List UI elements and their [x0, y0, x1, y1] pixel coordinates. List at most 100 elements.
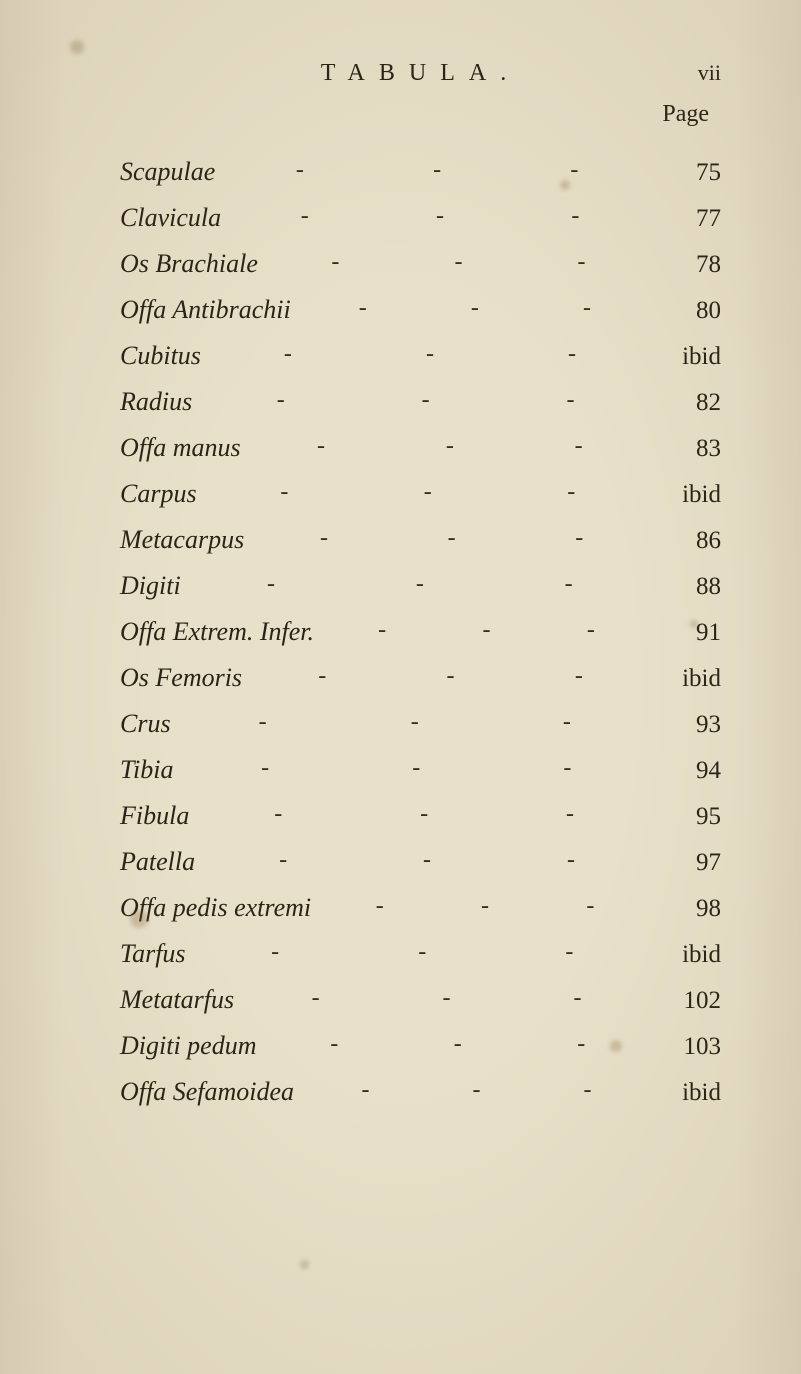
leader-dash-icon: - — [454, 250, 462, 274]
leader-dash-icon: - — [563, 710, 571, 734]
leader-dash-icon: - — [362, 1078, 370, 1102]
leader-dash-icon: - — [279, 848, 287, 872]
toc-entry-label: Offa Extrem. Infer. — [120, 619, 326, 645]
toc-entry-label: Cubitus — [120, 343, 213, 369]
leader-dash-icon: - — [577, 1032, 585, 1056]
toc-row: Tibia---94 — [120, 744, 721, 790]
leader-dash-icon: - — [481, 894, 489, 918]
leader-dash-icon: - — [422, 388, 430, 412]
toc-entry-label: Metacarpus — [120, 527, 256, 553]
leader-dash-icon: - — [296, 158, 304, 182]
leader-dash-icon: - — [424, 480, 432, 504]
toc-row: Metacarpus---86 — [120, 514, 721, 560]
toc-leader: --- — [198, 936, 639, 962]
toc-row: Clavicula---77 — [120, 192, 721, 238]
leader-dash-icon: - — [378, 618, 386, 642]
toc-row: Offa Extrem. Infer. - - - 91 — [120, 606, 721, 652]
toc-leader: --- — [254, 660, 639, 686]
leader-dash-icon: - — [471, 296, 479, 320]
toc-entry-page: ibid — [639, 1080, 721, 1105]
toc-entry-page: 91 — [639, 620, 721, 645]
toc-leader: --- — [213, 338, 639, 364]
toc-row: Offa manus---83 — [120, 422, 721, 468]
toc-entry-page: 82 — [639, 390, 721, 415]
toc-entry-label: Tarfus — [120, 941, 198, 967]
toc-entry-label: Offa pedis extremi — [120, 895, 323, 921]
toc-entry-page: 77 — [639, 206, 721, 231]
leader-dash-icon: - — [312, 986, 320, 1010]
leader-dash-icon: - — [575, 664, 583, 688]
leader-dash-icon: - — [423, 848, 431, 872]
toc-row: Scapulae---75 — [120, 146, 721, 192]
toc-leader: --- — [227, 154, 639, 180]
toc-row: Patella---97 — [120, 836, 721, 882]
leader-dash-icon: - — [416, 572, 424, 596]
leader-dash-icon: - — [448, 526, 456, 550]
toc-leader: --- — [209, 476, 639, 502]
toc-row: Offa pedis extremi---98 — [120, 882, 721, 928]
leader-dash-icon: - — [280, 480, 288, 504]
toc-leader: --- — [253, 430, 639, 456]
leader-dash-icon: - — [412, 756, 420, 780]
paper-foxing-spot — [300, 1260, 309, 1269]
leader-dash-icon: - — [447, 664, 455, 688]
toc-leader: --- — [193, 568, 639, 594]
leader-dash-icon: - — [331, 250, 339, 274]
header-line: TABULA. vii — [120, 60, 721, 87]
toc-leader: --- — [270, 246, 639, 272]
toc-row: Radius---82 — [120, 376, 721, 422]
leader-dash-icon: - — [426, 342, 434, 366]
toc-entry-label: Metatarfus — [120, 987, 246, 1013]
leader-dash-icon: - — [587, 618, 595, 642]
toc-entry-label: Offa Antibrachii — [120, 297, 303, 323]
toc-entry-page: 102 — [639, 988, 721, 1013]
leader-dash-icon: - — [575, 434, 583, 458]
toc-entry-label: Tibia — [120, 757, 185, 783]
toc-row: Carpus---ibid — [120, 468, 721, 514]
leader-dash-icon: - — [330, 1032, 338, 1056]
leader-dash-icon: - — [433, 158, 441, 182]
toc-entry-label: Os Brachiale — [120, 251, 270, 277]
toc-row: Crus---93 — [120, 698, 721, 744]
leader-dash-icon: - — [259, 710, 267, 734]
leader-dash-icon: - — [267, 572, 275, 596]
leader-dash-icon: - — [483, 618, 491, 642]
leader-dash-icon: - — [359, 296, 367, 320]
toc-entry-page: 95 — [639, 804, 721, 829]
leader-dash-icon: - — [566, 802, 574, 826]
leader-dash-icon: - — [567, 388, 575, 412]
toc-row: Os Femoris---ibid — [120, 652, 721, 698]
leader-dash-icon: - — [454, 1032, 462, 1056]
toc-leader: --- — [207, 844, 639, 870]
toc-leader: --- — [256, 522, 639, 548]
page: TABULA. vii Page Scapulae---75Clavicula-… — [0, 0, 801, 1374]
toc-leader: --- — [246, 982, 639, 1008]
toc-leader: --- — [303, 292, 639, 318]
toc-row: Metatarfus - - - 102 — [120, 974, 721, 1020]
leader-dash-icon: - — [574, 986, 582, 1010]
leader-dash-icon: - — [443, 986, 451, 1010]
toc-entry-page: ibid — [639, 942, 721, 967]
leader-dash-icon: - — [261, 756, 269, 780]
toc-row: Cubitus---ibid — [120, 330, 721, 376]
toc-entry-label: Patella — [120, 849, 207, 875]
leader-dash-icon: - — [320, 526, 328, 550]
toc-leader: --- — [323, 890, 639, 916]
leader-dash-icon: - — [577, 250, 585, 274]
toc-entry-page: ibid — [639, 666, 721, 691]
toc-entry-page: 94 — [639, 758, 721, 783]
leader-dash-icon: - — [567, 480, 575, 504]
toc-entry-label: Fibula — [120, 803, 201, 829]
toc-entry-page: 86 — [639, 528, 721, 553]
leader-dash-icon: - — [284, 342, 292, 366]
toc-entry-page: 93 — [639, 712, 721, 737]
toc-leader: --- — [306, 1074, 639, 1100]
toc-entry-page: 97 — [639, 850, 721, 875]
toc-entry-label: Offa manus — [120, 435, 253, 461]
leader-dash-icon: - — [271, 940, 279, 964]
toc-row: Tarfus---ibid — [120, 928, 721, 974]
leader-dash-icon: - — [570, 158, 578, 182]
toc-leader: --- — [269, 1028, 640, 1054]
toc-leader: --- — [185, 752, 639, 778]
toc-entry-label: Clavicula — [120, 205, 233, 231]
